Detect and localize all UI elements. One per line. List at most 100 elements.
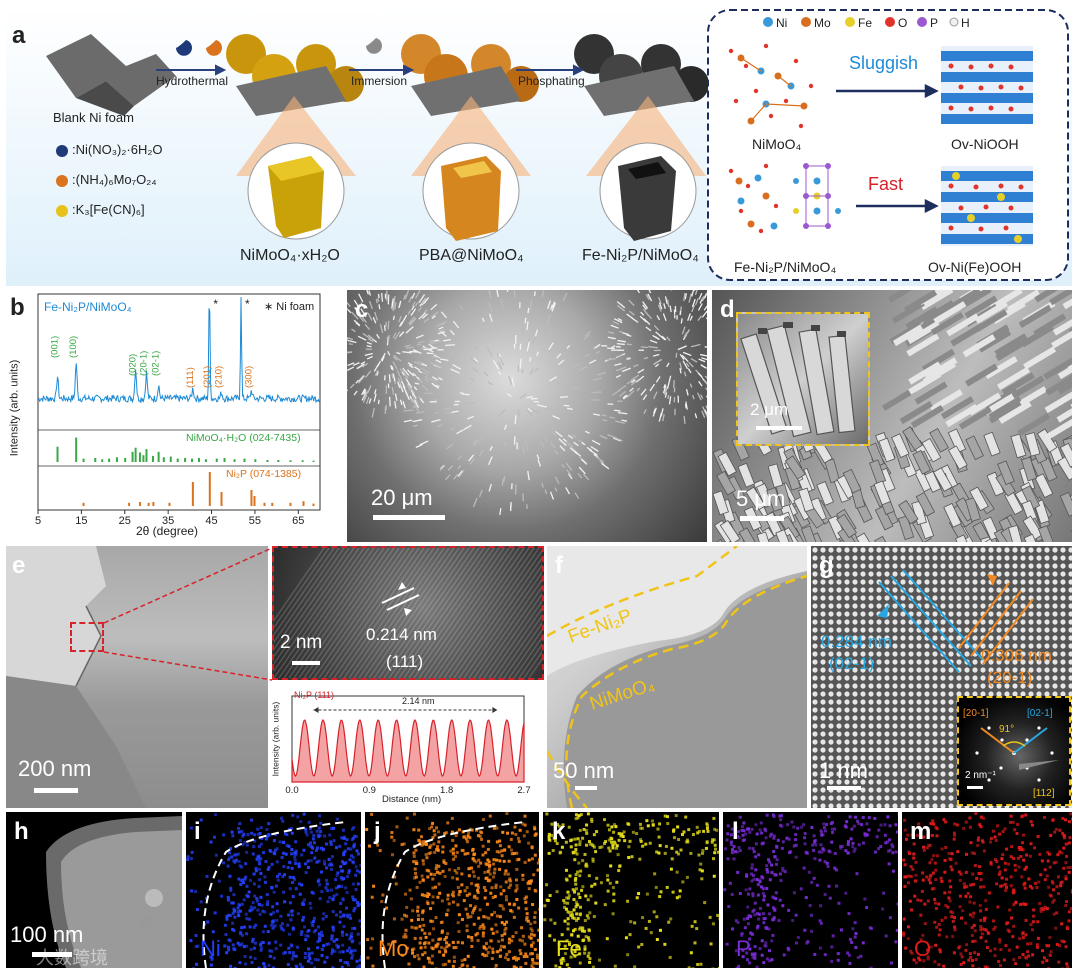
d-spacing-g1: 0.284 nm (821, 632, 892, 651)
eds-map-l (723, 812, 898, 968)
scale-label-c: 20 μm (371, 485, 433, 510)
inset-d: 2 μm (736, 312, 870, 446)
xrd-peak-label: (300) (243, 366, 254, 388)
panel-a-label: a (12, 22, 26, 49)
xrd-series-sample (37, 297, 321, 404)
scale-bar-d-inset (756, 426, 802, 430)
nanorod-clusters-1 (226, 34, 364, 116)
eds-map-i (186, 812, 361, 968)
panel-j-label: j (374, 818, 381, 845)
scale-bar-d (740, 516, 784, 521)
d-spacing-e: 0.214 nm (366, 625, 437, 644)
saed-a: [20-1] (963, 708, 989, 719)
panel-e-tem: e 200 nm (6, 546, 268, 808)
legend-ni: Ni (776, 16, 788, 30)
panel-b-label: b (10, 294, 25, 321)
saed-scale-bar (967, 786, 983, 789)
panel-e-label: e (12, 552, 26, 579)
xrd-peak-label: (020) (128, 354, 139, 376)
legend-fe: Fe (858, 16, 873, 30)
reagent-mo: :(NH₄)₆Mo₇O₂₄ (72, 172, 157, 187)
xrd-peak-label: (20-1) (138, 351, 149, 376)
xrd-xlabel: 2θ (degree) (136, 524, 199, 538)
panel-c-sem: c 20 μm (347, 290, 707, 542)
product-pba: PBA@NiMoO₄ (419, 247, 524, 264)
legend-p: P (930, 16, 939, 30)
panel-h-label: h (14, 818, 29, 845)
panel-e-line-profile: 0.0 0.9 1.8 2.7 Ni₂P (111) 2.14 nm Distance… (272, 684, 544, 808)
panel-l-label: l (732, 818, 739, 845)
scale-bar-e (34, 788, 78, 793)
legend-h: H (961, 16, 970, 30)
xrd-nifoam-legend: ∗ Ni foam (264, 301, 315, 313)
d-spacing-g2: 0.306 nm (981, 646, 1052, 665)
profile-arrow-right (492, 707, 498, 713)
xrd-peak-label: (02-1) (151, 351, 162, 376)
panel-g-hrtem: 0.284 nm (02-1) 0.306 nm (20-1) [20-1] [… (811, 546, 1072, 808)
struct-nimoo4-label: NiMoO₄ (752, 136, 802, 152)
profile-xtick-label: 2.7 (517, 785, 530, 796)
panel-m-label: m (910, 818, 932, 845)
xrd-ref2-label: Ni₂P (074-1385) (226, 468, 302, 480)
eds-map-k (543, 812, 719, 968)
xrd-xtick-label: 25 (119, 515, 131, 527)
profile-arrow-left (313, 707, 319, 713)
xrd-xtick-label: 15 (75, 515, 87, 527)
panel-c-label: c (355, 296, 369, 323)
scale-label-d: 5 μm (736, 486, 786, 511)
element-legend (763, 17, 959, 27)
nanorod-clusters-2 (401, 34, 539, 116)
xrd-title: Fe-Ni₂P/NiMoO₄ (44, 300, 132, 314)
sluggish-label: Sluggish (849, 53, 919, 73)
struct-fe-ni2p-label: Fe-Ni₂P/NiMoO₄ (734, 259, 837, 275)
map-fe-label: Fe (556, 936, 582, 961)
xrd-chart: * *(001) (100)(020) (20-1) (02-1)(111) (201)(… (35, 293, 321, 527)
scale-label-h: 100 nm (10, 922, 84, 947)
panel-i-label: i (194, 818, 201, 845)
reagent-ni: :Ni(NO₃)₂·6H₂O (72, 142, 163, 157)
profile-xtick-label: 0.0 (285, 785, 298, 796)
product-fe-ni2p: Fe-Ni₂P/NiMoO₄ (582, 247, 699, 264)
profile-annotation: 2.14 nm (402, 696, 435, 706)
scale-label-g: 1 nm (819, 758, 868, 783)
panel-a-schematic: a Blank Ni foam :Ni(NO₃)₂·6H₂O :(NH₄)₆Mo… (6, 6, 1072, 286)
saed-scale: 2 nm⁻¹ (965, 770, 996, 781)
plane-e: (111) (386, 652, 424, 671)
xrd-xtick-label: 65 (292, 515, 304, 527)
profile-xlabel: Distance (nm) (382, 794, 442, 805)
legend-o: O (898, 16, 908, 30)
map-mo-label: Mo (378, 936, 409, 961)
panel-a-graphic (46, 9, 1069, 281)
profile-title: Ni₂P (111) (294, 690, 335, 700)
blank-foam-label: Blank Ni foam (53, 110, 134, 125)
panel-d-label: d (720, 296, 735, 323)
xrd-star-marker: * (213, 297, 218, 311)
scale-label-f: 50 nm (553, 758, 615, 783)
xrd-xtick-label: 55 (249, 515, 261, 527)
sem-c-texture (347, 290, 707, 516)
panel-b-xrd: * * (001) (100) (020) (20-1) (02-1) (111) (201)(… (6, 290, 336, 542)
ni-foam-illustration (46, 34, 176, 116)
xrd-peak-label: (111) (185, 367, 196, 388)
struct-ov-niooh-label: Ov-NiOOH (951, 136, 1019, 152)
step-immersion: Immersion (351, 74, 408, 88)
xrd-peak-label: (201) (202, 366, 213, 388)
scale-label-e: 200 nm (18, 756, 92, 781)
phosphide-tube-shape (618, 156, 676, 241)
scale-bar-f (575, 786, 597, 790)
ov-nifeooh-structure (941, 166, 1033, 246)
scale-bar-g (827, 786, 861, 790)
sem-d-texture (712, 290, 1072, 542)
step-phosphating: Phosphating (518, 74, 585, 88)
legend-mo: Mo (814, 16, 831, 30)
scale-bar-h (32, 952, 72, 957)
fast-label: Fast (868, 174, 904, 194)
eds-map-j (365, 812, 539, 968)
map-p-label: P (736, 936, 751, 961)
saed-inset: [20-1] [02-1] 91° [112] 2 nm⁻¹ (957, 696, 1071, 806)
panel-f-label: f (555, 552, 563, 579)
nanorod-clusters-3 (574, 34, 709, 116)
profile-xtick-label: 1.8 (440, 785, 453, 796)
xrd-star-marker: * (245, 297, 250, 311)
struct-ov-nifeooh-label: Ov-Ni(Fe)OOH (928, 259, 1022, 275)
